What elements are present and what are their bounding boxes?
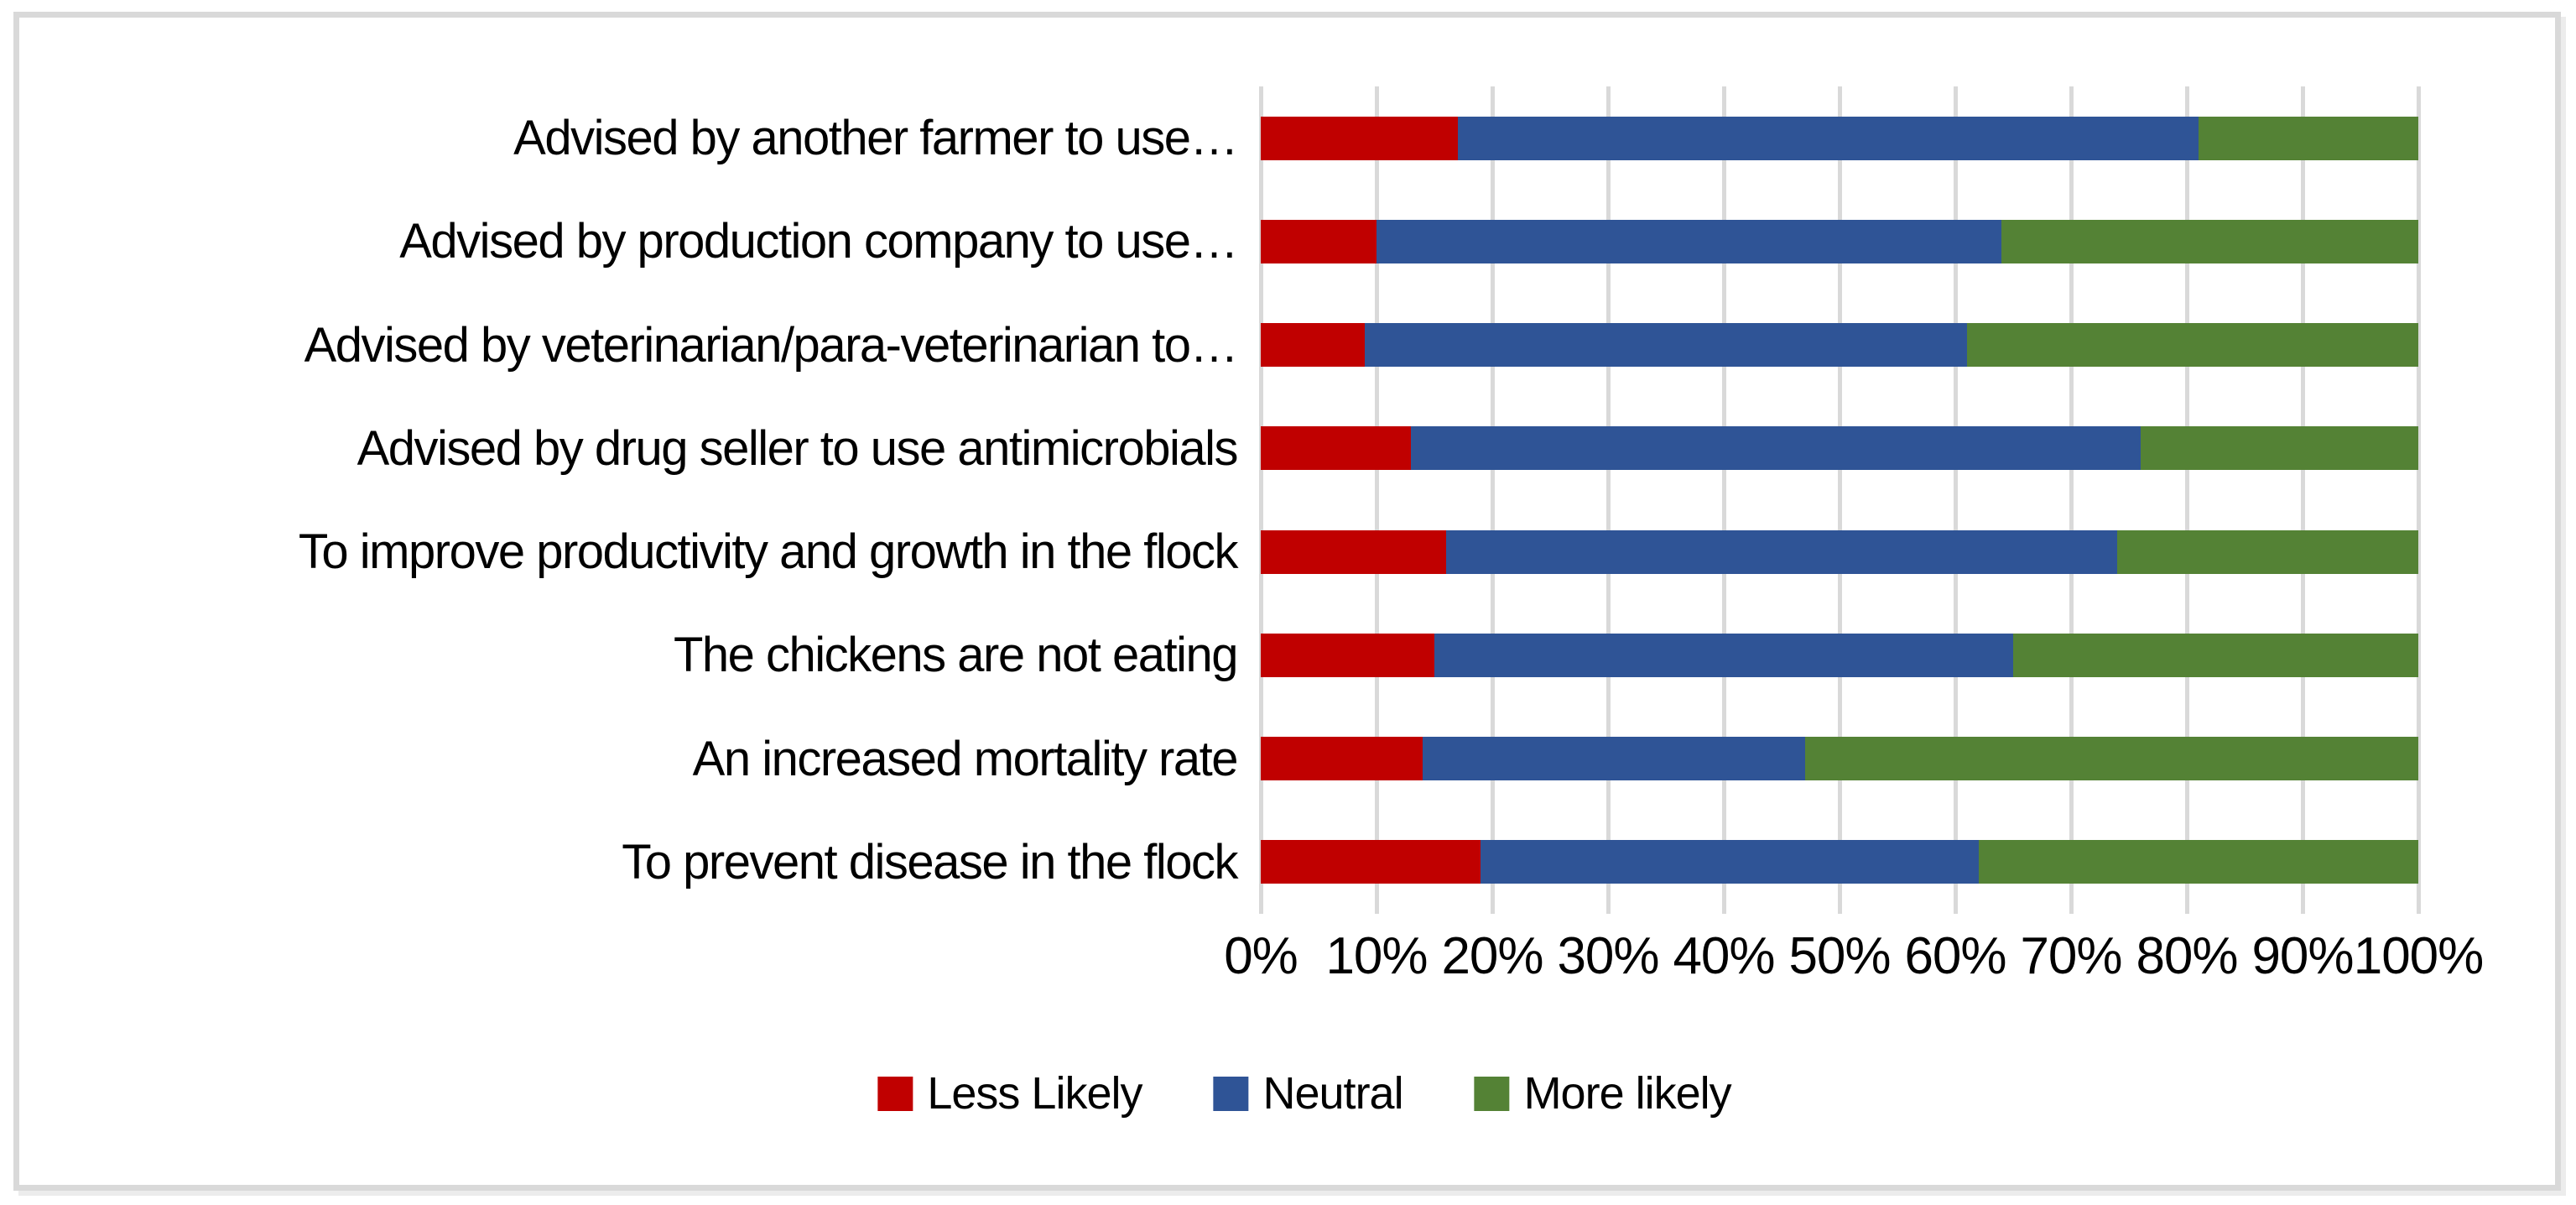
bar-segment-more-likely: [1966, 323, 2418, 368]
gridline-100pct: [2416, 86, 2421, 914]
legend-label-neutral: Neutral: [1262, 1068, 1404, 1119]
bar-segment-more-likely: [2198, 116, 2418, 160]
category-label-the-chickens-are-not-eating: The chickens are not eating: [673, 628, 1239, 683]
legend-item-neutral: Neutral: [1213, 1067, 1404, 1119]
bar-segment-more-likely: [2117, 529, 2418, 574]
gridline-30pct: [1605, 86, 1611, 914]
bar-segment-neutral: [1434, 633, 2013, 677]
bar-segment-less-likely: [1261, 116, 1458, 160]
bar-segment-neutral: [1365, 323, 1967, 368]
gridline-40pct: [1721, 86, 1726, 914]
gridline-80pct: [2184, 86, 2189, 914]
x-axis-tick-labels: 0% 10% 20% 30% 40% 50% 60% 70% 80% 90% 100%: [1224, 926, 2484, 994]
bar-segment-less-likely: [1261, 426, 1412, 471]
bar-row-7: [1261, 840, 2418, 884]
x-tick-label: 30%: [1557, 927, 1659, 985]
bar-segment-less-likely: [1261, 219, 1376, 263]
category-label-advised-by-drug-seller-to-use-antimicrob: Advised by drug seller to use antimicrob…: [356, 420, 1239, 476]
x-tick-label: 100%: [2353, 927, 2485, 985]
bar-segment-neutral: [1376, 219, 2002, 263]
bar-segment-less-likely: [1261, 840, 1481, 884]
bar-row-6: [1261, 737, 2418, 781]
category-axis-labels: Advised by another farmer to use… Advised…: [0, 86, 1239, 914]
bar-segment-neutral: [1457, 116, 2199, 160]
bar-segment-more-likely: [2001, 219, 2418, 263]
legend-marker-neutral: [1213, 1076, 1249, 1111]
bar-segment-more-likely: [1804, 737, 2418, 781]
bar-segment-less-likely: [1261, 737, 1423, 781]
bar-row-5: [1261, 633, 2418, 677]
category-label-an-increased-mortality-rate: An increased mortality rate: [692, 731, 1239, 786]
category-label-advised-by-production-company-to-use: Advised by production company to use…: [399, 214, 1238, 269]
legend-item-more-likely: More likely: [1474, 1067, 1732, 1119]
gridline-10pct: [1374, 86, 1379, 914]
bar-row-1: [1261, 219, 2418, 263]
bar-segment-neutral: [1445, 529, 2118, 574]
plot-area: [1258, 86, 2421, 914]
x-tick-label: 90%: [2251, 927, 2354, 985]
gridline-60pct: [1953, 86, 1958, 914]
bar-segment-more-likely: [2013, 633, 2418, 677]
legend-marker-less-likely: [877, 1076, 913, 1111]
bar-segment-neutral: [1423, 737, 1805, 781]
category-label-advised-by-another-farmer-to-use: Advised by another farmer to use…: [513, 111, 1238, 166]
x-tick-label: 70%: [2020, 927, 2122, 985]
x-tick-label: 40%: [1673, 927, 1775, 985]
legend: Less Likely Neutral More likely: [877, 1067, 1732, 1119]
bar-segment-less-likely: [1261, 529, 1446, 574]
bar-row-4: [1261, 529, 2418, 574]
bar-segment-neutral: [1411, 426, 2141, 471]
category-label-advised-by-veterinarian-para-veterinaria: Advised by veterinarian/para-veterinaria…: [304, 317, 1239, 373]
category-label-to-prevent-disease-in-the-flock: To prevent disease in the flock: [622, 834, 1238, 889]
x-tick-label: 80%: [2136, 927, 2238, 985]
gridline-90pct: [2300, 86, 2305, 914]
legend-label-less-likely: Less Likely: [927, 1068, 1142, 1119]
legend-marker-more-likely: [1474, 1076, 1510, 1111]
gridline-0pct: [1258, 86, 1263, 914]
x-tick-label: 20%: [1441, 927, 1543, 985]
x-tick-label: 60%: [1904, 927, 2006, 985]
bar-segment-more-likely: [1978, 840, 2418, 884]
x-tick-label: 10%: [1325, 927, 1428, 985]
bar-row-2: [1261, 323, 2418, 368]
bar-segment-less-likely: [1261, 633, 1434, 677]
bar-segment-more-likely: [2140, 426, 2418, 471]
legend-label-more-likely: More likely: [1523, 1068, 1732, 1119]
x-tick-label: 50%: [1788, 927, 1891, 985]
gridline-50pct: [1837, 86, 1842, 914]
bar-row-3: [1261, 426, 2418, 471]
gridline-70pct: [2069, 86, 2074, 914]
x-tick-label: 0%: [1224, 927, 1298, 985]
bar-segment-less-likely: [1261, 323, 1366, 368]
bar-segment-neutral: [1481, 840, 1979, 884]
gridline-20pct: [1490, 86, 1495, 914]
legend-item-less-likely: Less Likely: [877, 1067, 1143, 1119]
bar-row-0: [1261, 116, 2418, 160]
category-label-to-improve-productivity-and-growth-in-th: To improve productivity and growth in th…: [298, 524, 1239, 580]
